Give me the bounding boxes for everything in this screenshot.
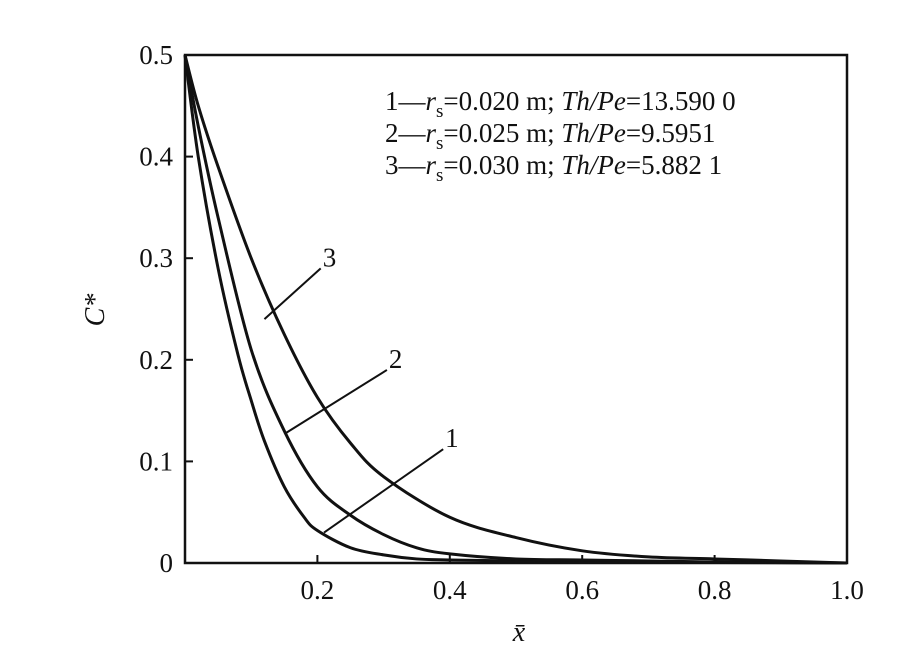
legend-entry-2: 2—rs=0.025 m; Th/Pe=9.5951 <box>385 118 715 154</box>
y-tick-label: 0.5 <box>139 40 173 70</box>
y-axis-ticks: 0 0.1 0.2 0.3 0.4 0.5 <box>139 40 193 578</box>
y-tick-label: 0.4 <box>139 142 173 172</box>
y-tick-label: 0.3 <box>139 243 173 273</box>
x-tick-label: 0.2 <box>301 575 335 605</box>
curve-label-1: 1 <box>445 423 459 453</box>
x-tick-label: 1.0 <box>830 575 864 605</box>
x-axis-title: x̄ <box>512 617 526 648</box>
leader-line-2 <box>283 369 388 435</box>
x-tick-label: 0.4 <box>433 575 467 605</box>
curve-label-3: 3 <box>323 242 337 272</box>
y-tick-label: 0.2 <box>139 345 173 375</box>
series-line-3 <box>183 54 848 565</box>
curve-labels: 1 2 3 <box>263 242 459 534</box>
x-axis-ticks: 0.2 0.4 0.6 0.8 1.0 <box>301 555 864 605</box>
plot-frame <box>183 53 849 565</box>
curve-label-2: 2 <box>389 344 403 374</box>
series-line-1 <box>183 54 848 565</box>
x-tick-label: 0.6 <box>565 575 599 605</box>
series-line-2 <box>183 54 848 565</box>
leader-line-1 <box>323 448 444 534</box>
y-tick-label: 0.1 <box>139 446 173 476</box>
legend-entry-3: 3—rs=0.030 m; Th/Pe=5.882 1 <box>385 150 722 186</box>
series-lines <box>183 54 848 565</box>
y-tick-label: 0 <box>160 548 174 578</box>
y-axis-title: C* <box>80 294 111 327</box>
leader-line-3 <box>263 267 322 320</box>
legend-entry-1: 1—rs=0.020 m; Th/Pe=13.590 0 <box>385 86 736 122</box>
x-tick-label: 0.8 <box>698 575 732 605</box>
legend: 1—rs=0.020 m; Th/Pe=13.590 0 2—rs=0.025 … <box>385 86 736 186</box>
